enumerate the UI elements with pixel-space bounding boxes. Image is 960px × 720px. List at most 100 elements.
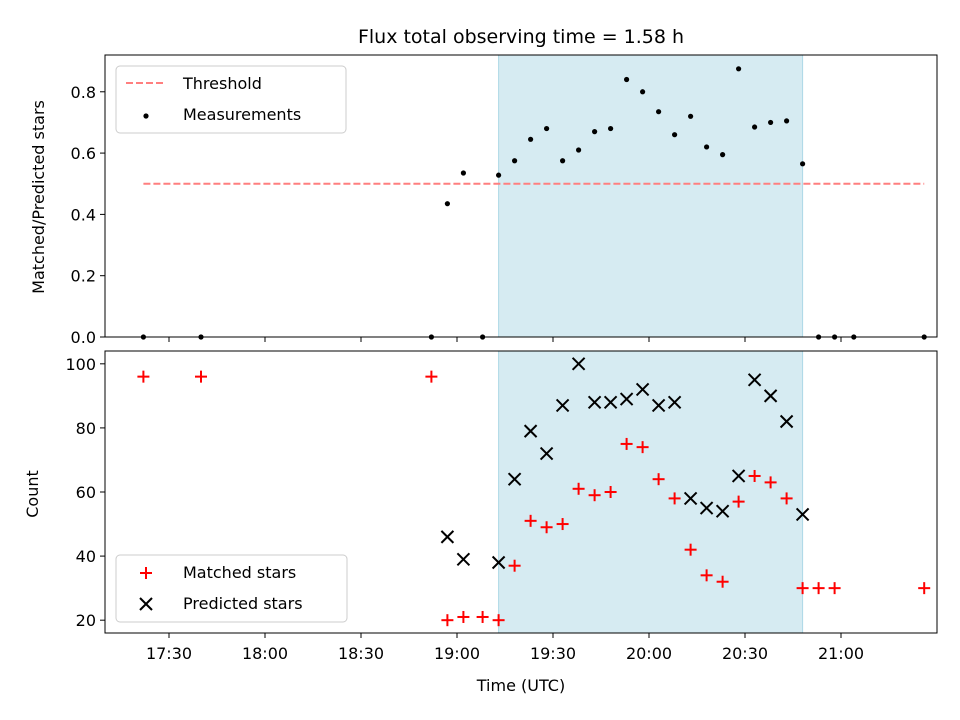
predicted-star-point (571, 357, 586, 371)
highlight-band (498, 350, 804, 634)
y-tick-label: 100 (65, 355, 96, 374)
y-tick-label: 0.8 (71, 83, 96, 102)
top-legend: Threshold Measurements (115, 65, 347, 134)
matched-star-point (748, 469, 761, 482)
matched-star-point (556, 518, 569, 531)
matched-star-point (652, 473, 665, 486)
predicted-star-point (603, 395, 618, 409)
predicted-star-point (763, 389, 778, 403)
highlight-band (498, 54, 804, 338)
matched-star-point (457, 610, 470, 623)
count-series (137, 357, 931, 627)
matched-star-point (195, 370, 207, 383)
predicted-star-point (699, 501, 714, 515)
top-highlight-band (498, 54, 804, 338)
measurement-point (640, 89, 646, 95)
measurement-point (800, 161, 806, 167)
legend-matched-swatch (140, 567, 152, 579)
matched-star-point (636, 441, 649, 454)
x-tick-label: 18:30 (338, 644, 384, 663)
matched-star-point (492, 614, 505, 627)
matched-star-point (764, 476, 777, 489)
matched-star-point (684, 543, 697, 556)
measurement-point (768, 119, 774, 126)
measurement-point (496, 172, 502, 178)
matched-star-point (425, 370, 438, 383)
predicted-star-point (456, 552, 471, 567)
predicted-star-point (795, 507, 810, 522)
top-panel: Flux total observing time = 1.58 h 0.00.… (29, 26, 938, 347)
x-tick-label: 19:30 (530, 644, 576, 663)
bottom-highlight-band (498, 350, 804, 634)
matched-star-point (588, 489, 601, 502)
y-tick-label: 0.2 (71, 267, 96, 286)
matched-star-point (812, 582, 825, 595)
x-tick-label: 20:00 (626, 644, 672, 663)
measurement-point (720, 152, 726, 158)
predicted-star-point (747, 373, 762, 387)
measurement-point (624, 76, 630, 83)
y-tick-label: 20 (76, 611, 96, 630)
y-tick-label: 80 (76, 419, 96, 438)
measurement-point (592, 129, 598, 135)
x-tick-label: 20:30 (722, 644, 768, 663)
matched-star-point (716, 575, 729, 588)
legend-matched-label: Matched stars (183, 563, 296, 582)
top-axes: 0.0 0.2 0.4 0.6 0.8 (71, 54, 938, 347)
y-tick-label: 0.6 (71, 144, 96, 163)
measurement-point (672, 132, 678, 138)
measurement-point (736, 66, 742, 72)
legend-threshold-label: Threshold (182, 74, 262, 93)
measurement-point (576, 147, 582, 153)
measurement-point (511, 158, 518, 164)
measurement-point (784, 118, 790, 124)
predicted-star-point (555, 398, 570, 413)
top-plot-frame (104, 54, 938, 338)
matched-star-point (476, 610, 489, 623)
matched-star-point (780, 492, 793, 505)
matched-star-point (796, 582, 809, 595)
measurement-point (560, 158, 566, 164)
measurements-series (140, 66, 927, 340)
predicted-star-point (683, 491, 698, 506)
legend-predicted-label: Predicted stars (183, 594, 303, 613)
measurement-point (544, 125, 550, 132)
bottom-legend: Matched stars Predicted stars (115, 554, 348, 623)
predicted-star-point (491, 555, 506, 570)
measurement-point (460, 170, 466, 176)
x-tick-label: 17:30 (146, 644, 192, 663)
measurement-point (752, 124, 758, 130)
x-tick-label: 18:00 (242, 644, 288, 663)
measurement-point (608, 125, 614, 132)
matched-star-point (572, 482, 585, 495)
predicted-star-point (667, 395, 682, 409)
matched-star-point (668, 492, 681, 505)
legend-predicted-swatch (139, 597, 153, 611)
legend-frame (115, 554, 348, 623)
measurement-point (688, 113, 694, 119)
matched-star-point (524, 514, 537, 527)
bottom-panel: 20 40 60 80 100 17:30 18:00 18:30 19:00 19:30 20:0… (23, 350, 938, 695)
matched-star-point (700, 569, 713, 582)
top-y-axis-label: Matched/Predicted stars (29, 100, 48, 294)
bottom-axes: 20 40 60 80 100 17:30 18:00 18:30 19:00 19:30 20:0… (65, 350, 938, 663)
legend-measurements-swatch (143, 113, 149, 119)
predicted-star-point (715, 504, 730, 518)
matched-star-point (918, 582, 931, 595)
predicted-star-point (635, 382, 650, 397)
predicted-star-point (651, 398, 666, 413)
predicted-star-point (523, 424, 538, 438)
matched-star-point (540, 521, 553, 534)
matched-star-point (620, 437, 633, 450)
predicted-star-point (731, 469, 746, 483)
predicted-star-point (539, 446, 554, 461)
x-tick-label: 21:00 (818, 644, 864, 663)
y-tick-label: 60 (76, 483, 96, 502)
bottom-y-axis-label: Count (23, 470, 42, 518)
measurement-point (704, 144, 710, 150)
measurement-point (444, 201, 450, 207)
y-tick-label: 0.0 (71, 328, 96, 347)
measurement-point (528, 136, 534, 142)
predicted-star-point (440, 530, 455, 544)
